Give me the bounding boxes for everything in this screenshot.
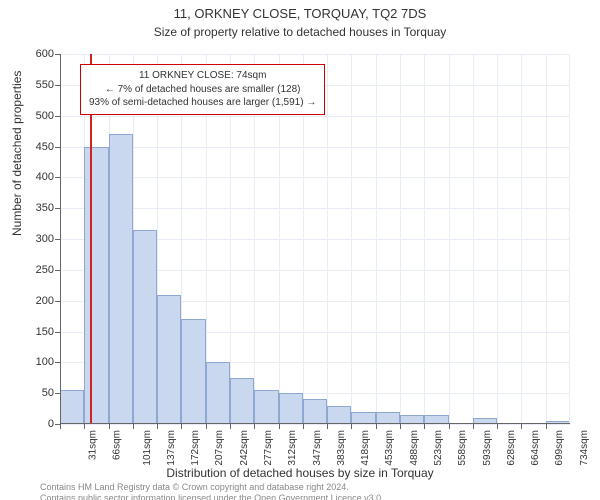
xtick-label: 137sqm [166, 430, 177, 466]
ytick-label: 200 [14, 295, 54, 307]
ytick-label: 500 [14, 110, 54, 122]
gridline-v [400, 54, 401, 424]
footnote-line-2: Contains public sector information licen… [40, 493, 384, 500]
xtick-mark [84, 424, 85, 429]
xtick-mark [279, 424, 280, 429]
xtick-label: 66sqm [112, 430, 123, 460]
histogram-bar [133, 230, 157, 424]
gridline-v [521, 54, 522, 424]
gridline-h [60, 116, 570, 117]
ytick-label: 450 [14, 141, 54, 153]
page-title: 11, ORKNEY CLOSE, TORQUAY, TQ2 7DS [0, 6, 600, 21]
xtick-mark [497, 424, 498, 429]
annotation-line-3: 93% of semi-detached houses are larger (… [89, 96, 316, 110]
page-subtitle: Size of property relative to detached ho… [0, 25, 600, 39]
xtick-label: 31sqm [88, 430, 99, 460]
histogram-bar [181, 319, 205, 424]
ytick-label: 550 [14, 79, 54, 91]
gridline-v [497, 54, 498, 424]
xtick-mark [400, 424, 401, 429]
xtick-mark [206, 424, 207, 429]
xtick-label: 101sqm [142, 430, 153, 466]
x-axis-label: Distribution of detached houses by size … [0, 466, 600, 480]
ytick-label: 0 [14, 418, 54, 430]
gridline-h [60, 54, 570, 55]
ytick-label: 100 [14, 356, 54, 368]
xtick-mark [303, 424, 304, 429]
footnote-line-1: Contains HM Land Registry data © Crown c… [40, 482, 384, 493]
annotation-line-1: 11 ORKNEY CLOSE: 74sqm [89, 69, 316, 83]
ytick-label: 250 [14, 264, 54, 276]
xtick-label: 453sqm [385, 430, 396, 466]
ytick-label: 350 [14, 202, 54, 214]
gridline-v [473, 54, 474, 424]
ytick-label: 400 [14, 171, 54, 183]
histogram-chart: 05010015020025030035040045050055060031sq… [60, 54, 570, 424]
xtick-label: 664sqm [530, 430, 541, 466]
xtick-mark [230, 424, 231, 429]
xtick-mark [254, 424, 255, 429]
xtick-mark [327, 424, 328, 429]
gridline-v [327, 54, 328, 424]
xtick-mark [181, 424, 182, 429]
xtick-label: 207sqm [215, 430, 226, 466]
xtick-label: 347sqm [312, 430, 323, 466]
xtick-mark [376, 424, 377, 429]
xtick-mark [60, 424, 61, 429]
xtick-label: 699sqm [555, 430, 566, 466]
histogram-bar [109, 134, 133, 424]
histogram-bar [84, 147, 108, 425]
histogram-bar [60, 390, 84, 424]
xtick-label: 734sqm [579, 430, 590, 466]
xtick-label: 418sqm [360, 430, 371, 466]
gridline-h [60, 177, 570, 178]
annotation-line-2: ← 7% of detached houses are smaller (128… [89, 83, 316, 97]
gridline-v [449, 54, 450, 424]
xtick-label: 628sqm [506, 430, 517, 466]
gridline-v [376, 54, 377, 424]
xtick-label: 488sqm [409, 430, 420, 466]
xtick-label: 312sqm [287, 430, 298, 466]
ytick-label: 150 [14, 326, 54, 338]
gridline-v [351, 54, 352, 424]
xtick-mark [351, 424, 352, 429]
xtick-label: 277sqm [263, 430, 274, 466]
gridline-v [424, 54, 425, 424]
gridline-v [546, 54, 547, 424]
histogram-bar [303, 399, 327, 424]
xtick-label: 172sqm [190, 430, 201, 466]
gridline-h [60, 147, 570, 148]
histogram-bar [206, 362, 230, 424]
gridline-h [60, 208, 570, 209]
xtick-label: 558sqm [457, 430, 468, 466]
gridline-h [60, 424, 570, 425]
xtick-label: 593sqm [482, 430, 493, 466]
y-axis-line [60, 54, 61, 424]
xtick-label: 523sqm [433, 430, 444, 466]
histogram-bar [327, 406, 351, 425]
xtick-mark [109, 424, 110, 429]
histogram-bar [279, 393, 303, 424]
xtick-mark [157, 424, 158, 429]
annotation-box: 11 ORKNEY CLOSE: 74sqm ← 7% of detached … [80, 64, 325, 115]
ytick-label: 300 [14, 233, 54, 245]
histogram-bar [230, 378, 254, 424]
xtick-mark [449, 424, 450, 429]
x-axis-line [60, 423, 570, 424]
xtick-label: 383sqm [336, 430, 347, 466]
xtick-mark [473, 424, 474, 429]
xtick-mark [133, 424, 134, 429]
xtick-label: 242sqm [239, 430, 250, 466]
ytick-label: 600 [14, 48, 54, 60]
histogram-bar [157, 295, 181, 425]
page-root: 11, ORKNEY CLOSE, TORQUAY, TQ2 7DS Size … [0, 6, 600, 500]
gridline-v [569, 54, 570, 424]
ytick-label: 50 [14, 387, 54, 399]
xtick-mark [424, 424, 425, 429]
histogram-bar [254, 390, 278, 424]
footnote: Contains HM Land Registry data © Crown c… [40, 482, 384, 500]
xtick-mark [521, 424, 522, 429]
xtick-mark [546, 424, 547, 429]
